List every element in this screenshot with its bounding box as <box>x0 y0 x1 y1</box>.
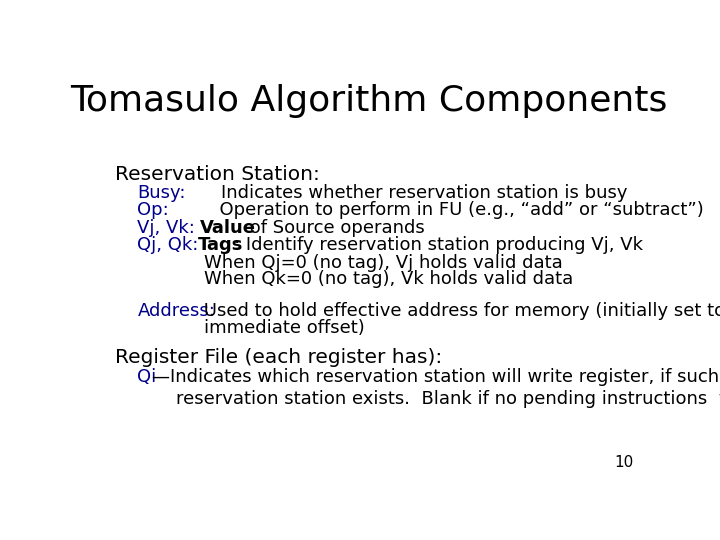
Text: Vj, Vk:: Vj, Vk: <box>138 219 195 237</box>
Text: Tags: Tags <box>199 236 244 254</box>
Text: of Source operands: of Source operands <box>243 219 424 237</box>
Text: —Indicates which reservation station will write register, if such a: —Indicates which reservation station wil… <box>153 368 720 386</box>
Text: Register File (each register has):: Register File (each register has): <box>115 348 442 367</box>
Text: Value: Value <box>200 219 256 237</box>
Text: Used to hold effective address for memory (initially set to: Used to hold effective address for memor… <box>198 302 720 320</box>
Text: Busy:: Busy: <box>138 184 186 202</box>
Text: : Identify reservation station producing Vj, Vk: : Identify reservation station producing… <box>233 236 642 254</box>
Text: immediate offset): immediate offset) <box>204 319 365 338</box>
Text: reservation station exists.  Blank if no pending instructions  write register.: reservation station exists. Blank if no … <box>176 390 720 408</box>
Text: Qi: Qi <box>138 368 157 386</box>
Text: When Qk=0 (no tag), Vk holds valid data: When Qk=0 (no tag), Vk holds valid data <box>204 270 574 288</box>
Text: 10: 10 <box>615 455 634 470</box>
Text: Qj, Qk:: Qj, Qk: <box>138 236 199 254</box>
Text: Indicates whether reservation station is busy: Indicates whether reservation station is… <box>175 184 628 202</box>
Text: Reservation Station:: Reservation Station: <box>115 165 320 184</box>
Text: Op:: Op: <box>138 201 169 219</box>
Text: Operation to perform in FU (e.g., “add” or “subtract”): Operation to perform in FU (e.g., “add” … <box>162 201 703 219</box>
Text: Address:: Address: <box>138 302 215 320</box>
Text: Tomasulo Algorithm Components: Tomasulo Algorithm Components <box>71 84 667 118</box>
Text: When Qj=0 (no tag), Vj holds valid data: When Qj=0 (no tag), Vj holds valid data <box>204 254 563 272</box>
